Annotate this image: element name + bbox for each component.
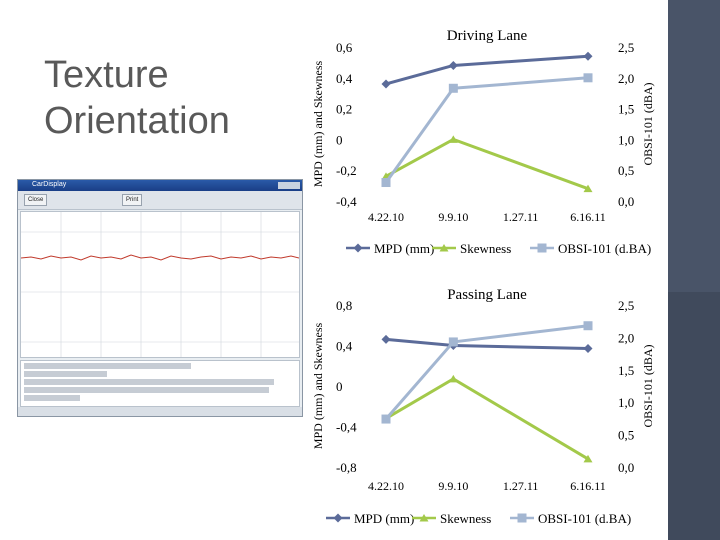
chart2-y-axis-label: MPD (mm) and Skewness bbox=[311, 323, 325, 450]
chart2-series-1-point bbox=[583, 344, 593, 354]
chart1-series-1-point bbox=[448, 60, 458, 70]
chart1-series-1-point bbox=[583, 51, 593, 61]
inset-titlebar: CarDisplay bbox=[18, 180, 302, 191]
chart1-series-2-point bbox=[448, 135, 458, 143]
chart1-series-3-point bbox=[583, 73, 593, 83]
chart1-y-tick-label: -0,2 bbox=[336, 163, 357, 178]
slide-title: Texture Orientation bbox=[44, 52, 230, 144]
chart2-y-tick-label: -0,8 bbox=[336, 460, 357, 475]
inset-trace bbox=[21, 212, 299, 357]
inset-status-bar bbox=[18, 407, 302, 416]
chart2-x-tick-label: 9.9.10 bbox=[438, 479, 468, 493]
chart2-series-2-point bbox=[583, 454, 593, 463]
chart2-legend-marker bbox=[419, 514, 429, 522]
chart2-y-tick-label: 0,4 bbox=[336, 339, 353, 354]
chart1-legend-entry: Skewness bbox=[460, 241, 511, 256]
chart2-series-line-2 bbox=[385, 377, 589, 461]
chart1-legend-entry: MPD (mm) bbox=[374, 241, 434, 256]
inset-info-panel bbox=[20, 360, 300, 407]
chart2-series-1-point bbox=[381, 334, 391, 344]
chart2-x-tick-label: 6.16.11 bbox=[570, 479, 606, 493]
chart1-y-tick-label: -0,4 bbox=[336, 194, 357, 209]
chart2-series-line-3 bbox=[384, 324, 589, 421]
sidebar-panel-light bbox=[668, 0, 720, 292]
chart1-y-tick-label: 0,6 bbox=[336, 40, 353, 55]
screenshot-inset: CarDisplay Close Print bbox=[17, 179, 303, 417]
chart1-legend-marker bbox=[353, 243, 363, 253]
slide-title-line-1: Texture bbox=[44, 54, 169, 96]
chart2-series-line-1 bbox=[385, 337, 589, 351]
chart2-y-tick-label: -0,4 bbox=[336, 420, 357, 435]
chart1-legend-entry: OBSI-101 (d.BA) bbox=[558, 241, 651, 256]
chart2-series-3-point bbox=[448, 337, 458, 347]
chart1-series-3-point bbox=[448, 83, 458, 93]
chart2-x-tick-label: 4.22.10 bbox=[368, 479, 404, 493]
chart1-y2-tick-label: 2,0 bbox=[618, 71, 634, 86]
chart2-legend-entry: Skewness bbox=[440, 511, 491, 526]
chart2-y2-tick-label: 0,0 bbox=[618, 460, 634, 475]
chart1-series-2-point bbox=[583, 184, 593, 193]
chart2-legend-marker bbox=[333, 513, 343, 523]
chart1-y-tick-label: 0,4 bbox=[336, 71, 353, 86]
chart2-y-tick-label: 0,8 bbox=[336, 298, 352, 313]
chart2-series-2-point bbox=[448, 374, 458, 383]
chart1-y2-tick-label: 0,0 bbox=[618, 194, 634, 209]
chart1-y2-tick-label: 1,5 bbox=[618, 102, 634, 117]
chart2-y2-axis-label: OBSI-101 (dBA) bbox=[641, 344, 655, 427]
chart1-legend-marker bbox=[537, 243, 547, 253]
chart1-y2-tick-label: 0,5 bbox=[618, 163, 634, 178]
chart1-series-3-point bbox=[381, 178, 391, 188]
chart1-series-1-point bbox=[381, 79, 391, 89]
chart1-series-line-2 bbox=[385, 137, 589, 191]
chart1-legend-marker bbox=[439, 244, 449, 252]
chart1-y-tick-label: 0,2 bbox=[336, 102, 352, 117]
chart2-y2-tick-label: 2,0 bbox=[618, 330, 634, 345]
chart2-y2-tick-label: 2,5 bbox=[618, 298, 634, 313]
chart1-x-tick-label: 4.22.10 bbox=[368, 210, 404, 224]
chart1-y2-tick-label: 2,5 bbox=[618, 40, 634, 55]
chart1-title: Driving Lane bbox=[447, 28, 528, 44]
chart2-legend-marker bbox=[517, 513, 527, 523]
inset-toolbar: Close Print bbox=[18, 191, 302, 210]
chart2-series-3-point bbox=[381, 414, 391, 424]
chart1-y-tick-label: 0 bbox=[336, 132, 343, 147]
chart1-x-tick-label: 6.16.11 bbox=[570, 210, 606, 224]
chart1-x-tick-label: 9.9.10 bbox=[438, 210, 468, 224]
chart2-y2-tick-label: 1,0 bbox=[618, 395, 634, 410]
window-controls-icon bbox=[278, 182, 300, 189]
inset-title: CarDisplay bbox=[32, 181, 67, 188]
sidebar-panel bbox=[668, 292, 720, 540]
chart2-y-tick-label: 0 bbox=[336, 379, 343, 394]
inset-signal-plot bbox=[20, 211, 300, 358]
chart2-y2-tick-label: 1,5 bbox=[618, 363, 634, 378]
chart2-series-3-point bbox=[583, 321, 593, 331]
inset-close-button[interactable]: Close bbox=[24, 194, 48, 206]
chart2-legend-entry: MPD (mm) bbox=[354, 511, 414, 526]
chart1-series-line-3 bbox=[384, 76, 589, 184]
chart1-x-tick-label: 1.27.11 bbox=[503, 210, 539, 224]
chart1-y-axis-label: MPD (mm) and Skewness bbox=[311, 61, 325, 188]
chart2-title: Passing Lane bbox=[447, 287, 527, 303]
chart1-y2-axis-label: OBSI-101 (dBA) bbox=[641, 82, 655, 165]
slide-title-line-2: Orientation bbox=[44, 100, 230, 142]
chart2-legend-entry: OBSI-101 (d.BA) bbox=[538, 511, 631, 526]
inset-print-button[interactable]: Print bbox=[122, 194, 143, 206]
chart2-x-tick-label: 1.27.11 bbox=[503, 479, 539, 493]
chart1-y2-tick-label: 1,0 bbox=[618, 132, 634, 147]
chart2-y2-tick-label: 0,5 bbox=[618, 428, 634, 443]
